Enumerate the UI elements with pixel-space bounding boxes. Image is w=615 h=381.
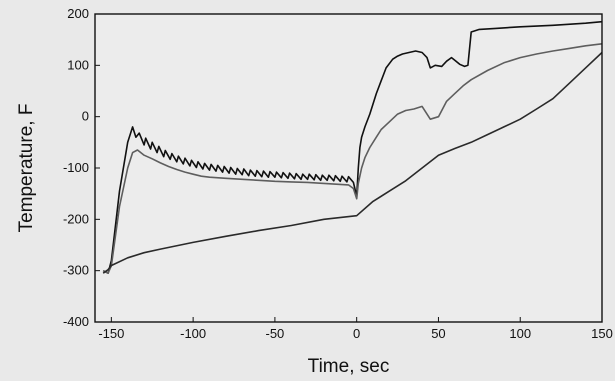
x-tick-label: 100 xyxy=(509,326,531,341)
y-tick-label: -300 xyxy=(63,263,89,278)
x-tick-label: 0 xyxy=(353,326,360,341)
y-tick-label: 0 xyxy=(82,109,89,124)
y-tick-label: 100 xyxy=(67,57,89,72)
x-tick-label: -100 xyxy=(180,326,206,341)
series-layer xyxy=(102,20,603,275)
x-tick-label: 150 xyxy=(591,326,613,341)
y-tick-label: -400 xyxy=(63,314,89,329)
x-axis-title: Time, sec xyxy=(308,356,390,377)
y-tick-label: -200 xyxy=(63,211,89,226)
x-tick-label: -50 xyxy=(266,326,285,341)
plot-area-background xyxy=(95,14,602,322)
x-tick-label: -150 xyxy=(98,326,124,341)
ticks-layer: -150 -100 -50 0 50 100 150 -400 -300 -200 -100 0 100… xyxy=(63,6,613,341)
series-line-3 xyxy=(102,51,603,274)
x-tick-label: 50 xyxy=(431,326,445,341)
y-axis-title: Temperature, F xyxy=(16,104,37,233)
y-tick-label: 200 xyxy=(67,6,89,21)
series-line-2 xyxy=(102,43,603,275)
y-tick-label: -100 xyxy=(63,160,89,175)
series-line-1 xyxy=(102,20,603,275)
